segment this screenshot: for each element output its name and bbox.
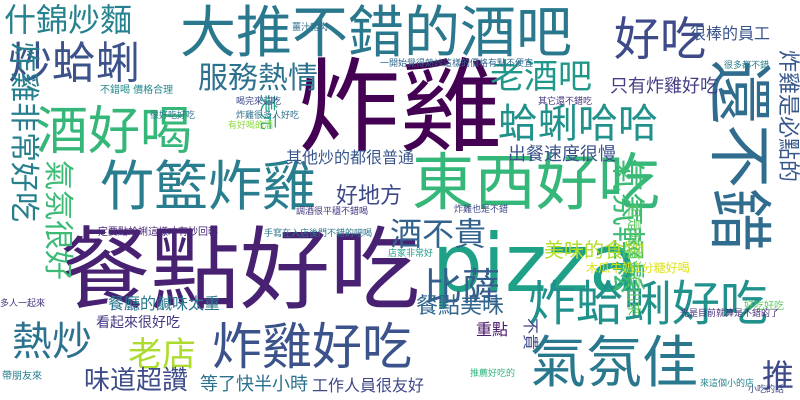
word: 老店	[128, 335, 196, 375]
word: 薑汁豬肉	[292, 23, 329, 33]
word: 其他炒的都很普通	[286, 148, 415, 167]
word: 氣氛很好	[40, 160, 75, 280]
word: 喝完來這吃	[236, 97, 282, 107]
word: 推	[762, 357, 795, 395]
word: 但是味道沒有出來	[625, 204, 641, 316]
word: 其它還不錯吃	[538, 97, 593, 107]
word: 出餐速度很慢	[508, 144, 616, 165]
word: 不錯喝 價格合理	[100, 85, 174, 96]
word: 好地方	[336, 184, 403, 209]
word: 炸雞是必點的	[775, 50, 800, 183]
word: 來這個小的店	[700, 379, 755, 389]
word: 只有炸雞好吃	[610, 76, 718, 97]
word: 氣氛佳	[530, 331, 698, 396]
word: 有好喝的酒	[228, 121, 274, 131]
word: 炸雞也是不錯	[454, 205, 509, 215]
word: 炸雞很多人好吃	[236, 111, 300, 121]
word: pizza	[432, 217, 639, 310]
word: 光是目前就算是不錯的了	[680, 309, 780, 319]
word: 服務熱情	[198, 61, 318, 96]
word: 很好吃好吃	[150, 111, 196, 121]
word: 餐點好吃	[60, 218, 420, 323]
word: 竹籃炸雞	[100, 155, 316, 218]
word: 炸雞好吃	[212, 318, 412, 376]
word: 多人一起來	[0, 299, 46, 309]
word: 小吃的話	[748, 385, 785, 395]
word: 帶朋友來	[2, 371, 42, 382]
word: 等了快半小時	[200, 374, 308, 395]
word: 好吃	[614, 12, 706, 66]
word: 一開始覺得熱炒這樣的價格有點不便宜	[380, 59, 534, 69]
word: 老酒吧	[490, 57, 592, 97]
word: 看起來很好吃	[96, 315, 180, 331]
word: 味道超讚	[84, 366, 189, 396]
word: 餐點美味	[416, 294, 505, 319]
word: 店家非常好	[388, 249, 434, 259]
word: 熱炒	[12, 319, 92, 365]
word: 酒好喝	[36, 102, 193, 162]
word: 餐廳的鹹味太重	[108, 294, 221, 313]
word: 手寫在入店後門不錯的吧喝	[264, 229, 373, 239]
word: 很棒的員工	[690, 24, 771, 43]
word: 酒不貴	[390, 215, 487, 253]
word: 炸雞	[298, 49, 502, 168]
word: 炸蛤蜊好吃	[528, 276, 769, 332]
word: 好吃好吃	[744, 301, 784, 312]
word: 東西好吃	[412, 146, 661, 219]
word: 美味的食物	[544, 238, 644, 262]
word: 什錦炒麵	[4, 1, 133, 39]
word: 工作人員很友好	[312, 376, 425, 395]
word: 不貴	[521, 318, 540, 351]
word: 一定要點蛤蜊這樣才有妙回轉	[88, 227, 218, 238]
word: 炒蛤蜊	[8, 38, 140, 89]
word: 炸雞非常好吃	[6, 42, 41, 222]
word: 重點	[476, 320, 509, 339]
word: 比薩	[424, 265, 501, 309]
word: 大推不錯的酒吧	[180, 1, 572, 66]
word: 推薦好吃的	[470, 369, 516, 379]
word: 木瓜牛奶1分糖好喝	[586, 261, 690, 275]
word: 很多都不錯	[724, 61, 770, 71]
word: 蛤蜊哈哈	[498, 101, 658, 147]
word: 調酒很平穩不錯喝	[296, 207, 369, 217]
